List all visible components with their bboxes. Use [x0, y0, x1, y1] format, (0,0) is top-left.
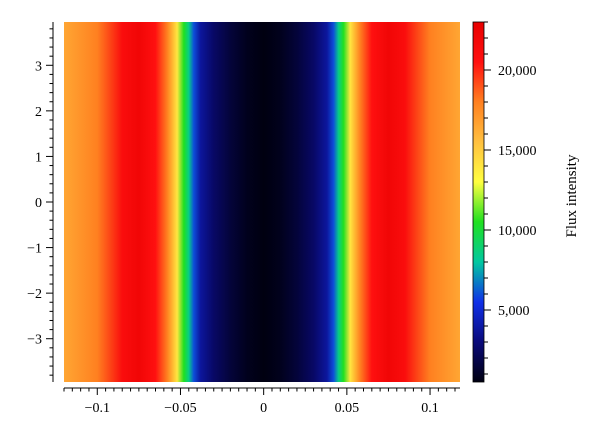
- colorbar-label: Flux intensity: [564, 154, 580, 237]
- colorbar-tick-label: 20,000: [498, 64, 537, 79]
- x-tick-label: 0.05: [335, 401, 360, 416]
- colorbar-tick-label: 10,000: [498, 224, 537, 239]
- plot-area: [64, 22, 460, 382]
- x-tick-label: 0: [260, 401, 267, 416]
- x-tick-label: −0.05: [164, 401, 196, 416]
- x-tick-label: −0.1: [85, 401, 110, 416]
- x-tick-label: 0.1: [421, 401, 439, 416]
- colorbar-tick-label: 5,000: [498, 304, 530, 319]
- y-tick-label: 0: [35, 196, 42, 211]
- y-axis: 3 2 1 0 −1 −2 −3: [27, 22, 54, 382]
- y-tick-label: −1: [27, 242, 42, 257]
- flux-field: [64, 22, 460, 382]
- y-tick-label: −2: [27, 287, 42, 302]
- y-tick-label: 2: [35, 105, 42, 120]
- y-tick-label: −3: [27, 333, 42, 348]
- colorbar-scale: [472, 21, 485, 383]
- colorbar-tick-label: 15,000: [498, 144, 537, 159]
- x-axis: −0.1 −0.05 0 0.05 0.1: [63, 387, 460, 416]
- y-tick-label: 1: [35, 150, 42, 165]
- y-tick-label: 3: [35, 59, 42, 74]
- colorbar: 5,000 10,000 15,000 20,000: [472, 21, 537, 383]
